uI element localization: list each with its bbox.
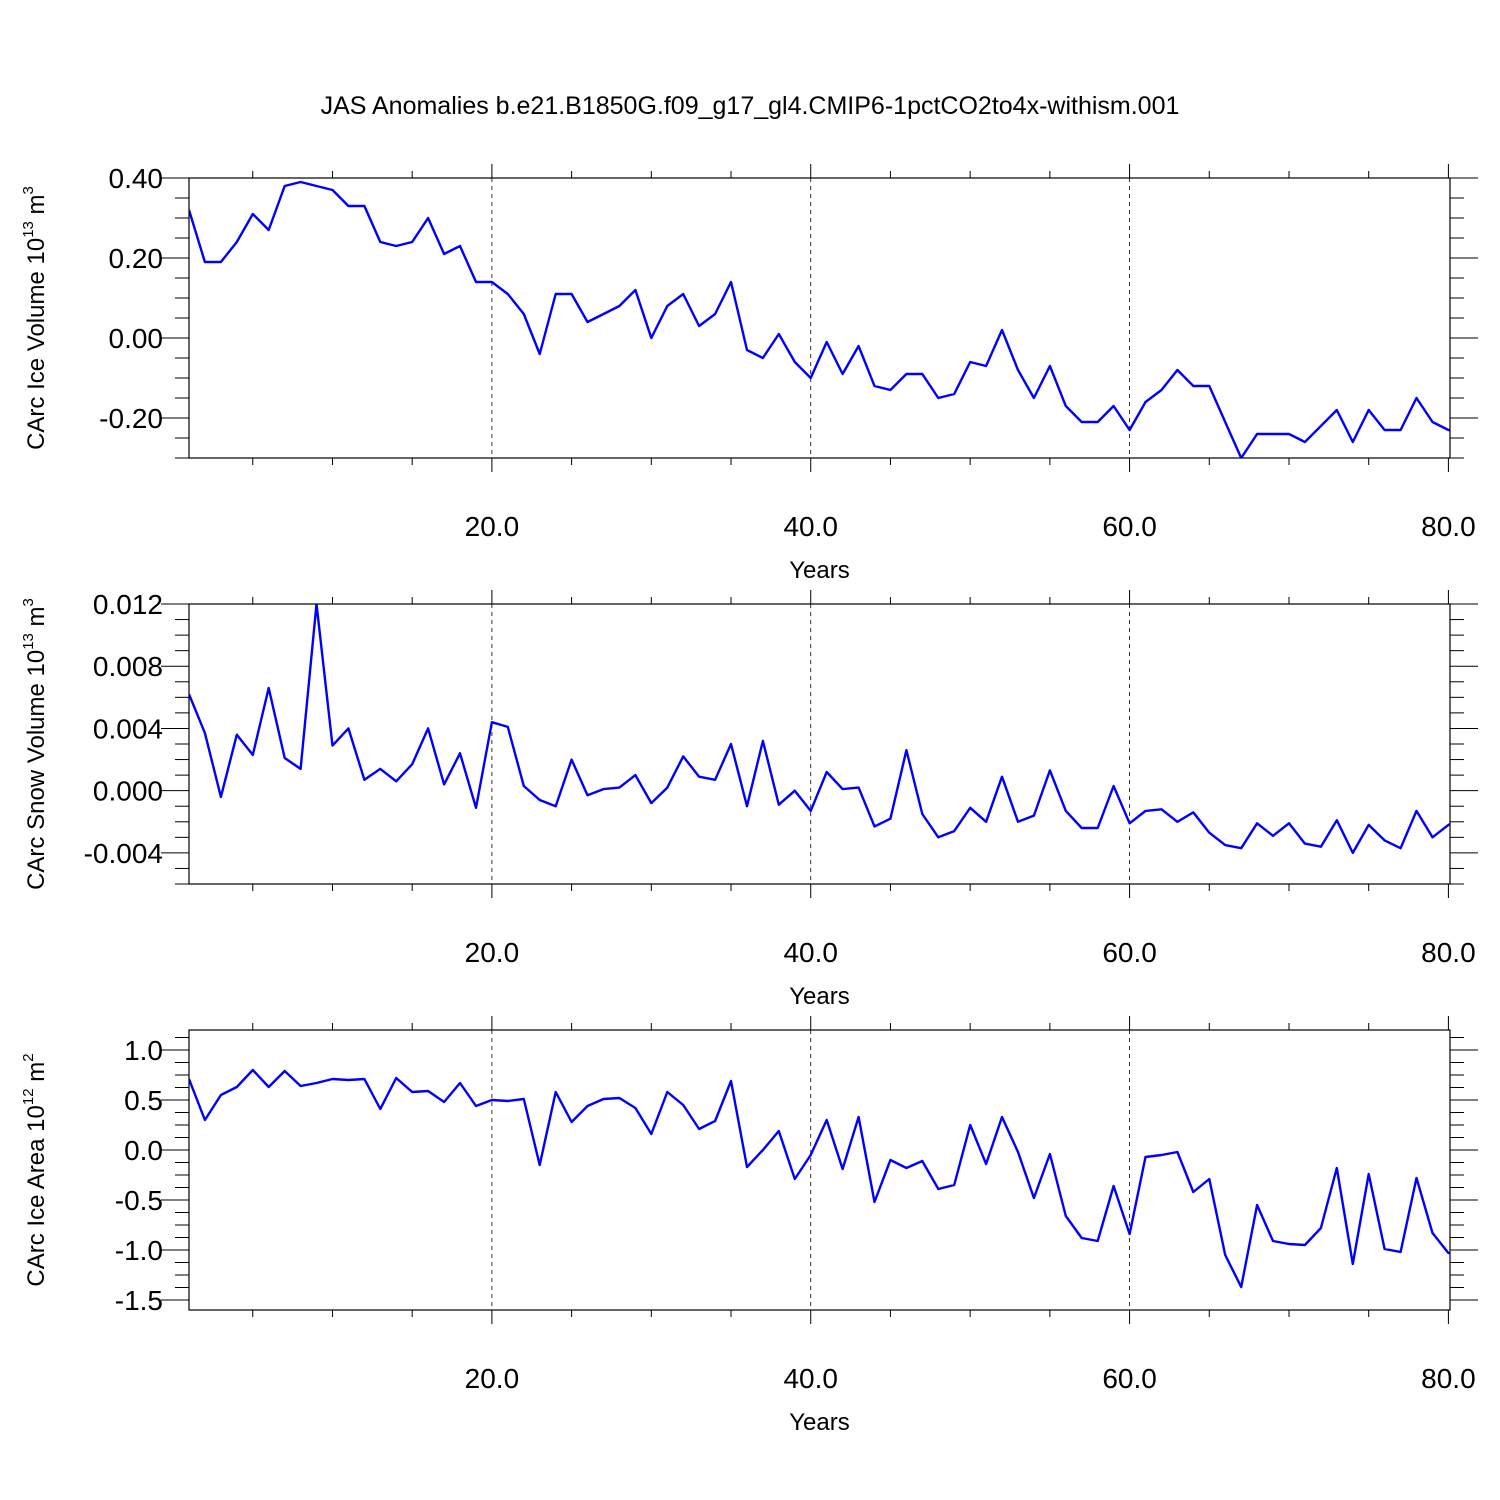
series-line <box>189 604 1450 855</box>
x-tick-label: 80.0 <box>1421 937 1476 968</box>
y-axis-label: CArc Ice Area 1012 m2 <box>20 1053 50 1286</box>
plot-frame <box>188 1029 1451 1311</box>
y-axis-label: CArc Snow Volume 1013 m3 <box>20 598 50 890</box>
y-tick-label: 0.5 <box>124 1085 163 1116</box>
x-tick-label: 60.0 <box>1102 1363 1157 1394</box>
x-tick-label: 40.0 <box>783 1363 838 1394</box>
x-tick-label: 40.0 <box>783 511 838 542</box>
y-tick-label: 0.000 <box>93 776 163 807</box>
y-tick-label: 0.008 <box>93 651 163 682</box>
chart-title: JAS Anomalies b.e21.B1850G.f09_g17_gl4.C… <box>321 92 1180 120</box>
y-tick-label: -0.004 <box>84 838 163 869</box>
x-tick-label: 60.0 <box>1102 511 1157 542</box>
x-axis-label: Years <box>789 983 850 1010</box>
y-tick-label: 1.0 <box>124 1035 163 1066</box>
y-axis-label: CArc Ice Volume 1013 m3 <box>20 186 50 450</box>
y-tick-label: 0.20 <box>109 243 164 274</box>
y-tick-label: 0.012 <box>93 589 163 620</box>
plot-frame <box>188 177 1451 459</box>
y-tick-label: -1.5 <box>115 1285 163 1316</box>
x-axis-label: Years <box>789 1409 850 1436</box>
x-tick-label: 20.0 <box>465 511 520 542</box>
series-line <box>189 1068 1450 1289</box>
x-tick-label: 80.0 <box>1421 1363 1476 1394</box>
x-tick-label: 60.0 <box>1102 937 1157 968</box>
panel-snow-volume: -0.004 0.000 0.004 0.008 0.012 20.0 40.0 60.0 80… <box>20 589 1478 1010</box>
x-tick-label: 20.0 <box>465 1363 520 1394</box>
x-axis-label: Years <box>789 557 850 584</box>
x-tick-label: 20.0 <box>465 937 520 968</box>
series-line <box>189 180 1450 458</box>
y-tick-label: 0.004 <box>93 713 163 744</box>
y-tick-label: 0.0 <box>124 1135 163 1166</box>
y-tick-label: 0.00 <box>109 323 164 354</box>
plot-frame <box>188 603 1451 885</box>
y-tick-label: -0.5 <box>115 1185 163 1216</box>
y-tick-label: -0.20 <box>99 403 163 434</box>
panel-ice-volume: -0.20 0.00 0.20 0.40 20.0 40.0 60.0 80.0 Years CA… <box>20 163 1478 584</box>
y-tick-label: 0.40 <box>109 163 164 194</box>
panel-ice-area: -1.5 -1.0 -0.5 0.0 0.5 1.0 20.0 40.0 60.0 80.0 Yea… <box>20 1016 1478 1436</box>
x-tick-label: 40.0 <box>783 937 838 968</box>
x-tick-label: 80.0 <box>1421 511 1476 542</box>
y-tick-label: -1.0 <box>115 1235 163 1266</box>
